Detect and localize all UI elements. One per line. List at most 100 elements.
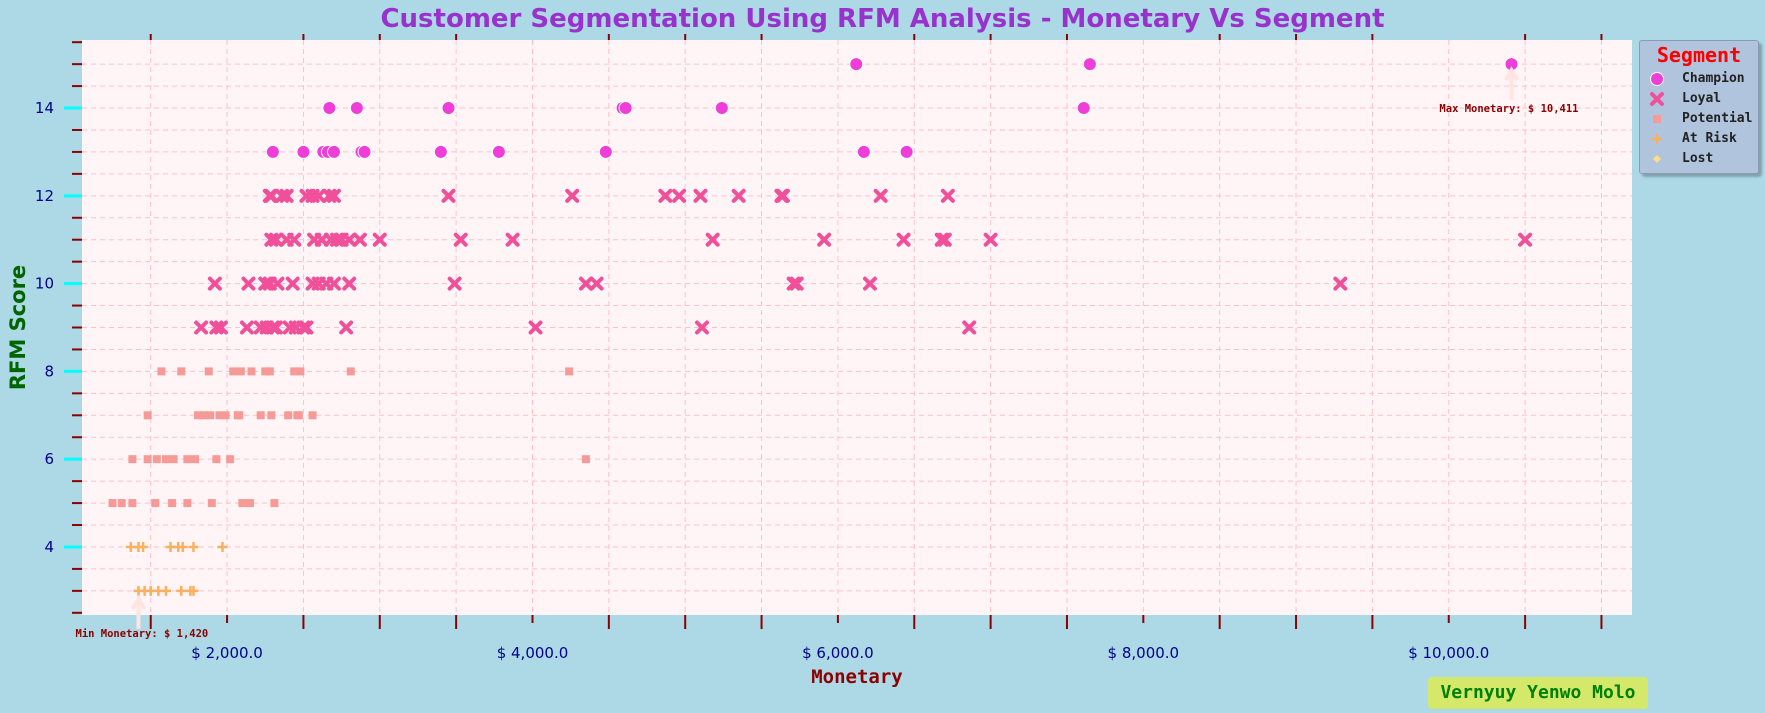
point-loyal	[279, 188, 294, 203]
y-tick-label: 6	[44, 450, 54, 468]
point-champion	[322, 101, 337, 116]
x-tick-label: $ 2,000.0	[191, 644, 263, 662]
legend-label: Loyal	[1682, 91, 1722, 106]
point-champion	[849, 57, 864, 72]
point-loyal	[296, 320, 311, 335]
legend-marker-shape	[1650, 72, 1664, 86]
point-at-risk	[188, 541, 199, 552]
point-potential	[128, 499, 137, 508]
point-potential	[267, 411, 276, 420]
point-potential	[108, 499, 117, 508]
point-loyal	[268, 232, 283, 247]
point-potential	[143, 455, 152, 464]
point-potential	[207, 499, 216, 508]
point-loyal	[287, 232, 302, 247]
point-potential	[235, 411, 244, 420]
author-watermark: Vernyuy Yenwo Molo	[1428, 677, 1648, 709]
y-tick-label: 4	[44, 538, 54, 556]
point-potential	[117, 499, 126, 508]
point-potential	[151, 499, 160, 508]
point-loyal	[453, 232, 468, 247]
point-loyal	[1333, 276, 1348, 291]
x-tick-label: $ 8,000.0	[1108, 644, 1180, 662]
y-axis-label: RFM Score	[6, 265, 30, 390]
point-potential	[238, 499, 247, 508]
point-champion	[296, 144, 311, 159]
point-potential	[161, 455, 170, 464]
y-tick-label: 8	[44, 362, 54, 380]
max-annotation-label: Max Monetary: $ 10,411	[1439, 103, 1578, 115]
point-loyal	[342, 276, 357, 291]
point-potential	[221, 411, 230, 420]
point-loyal	[705, 232, 720, 247]
point-champion	[714, 101, 729, 116]
point-potential	[247, 367, 256, 376]
point-potential	[152, 455, 161, 464]
point-champion	[899, 144, 914, 159]
point-at-risk	[138, 541, 149, 552]
point-champion	[618, 101, 633, 116]
point-champion	[326, 144, 341, 159]
legend-label: Champion	[1682, 71, 1745, 86]
point-champion	[349, 101, 364, 116]
point-potential	[229, 367, 238, 376]
x-axis-label: Monetary	[811, 666, 903, 688]
point-champion	[1082, 57, 1097, 72]
point-potential	[308, 411, 317, 420]
point-potential	[212, 455, 221, 464]
point-loyal	[1518, 232, 1533, 247]
point-loyal	[372, 232, 387, 247]
point-potential	[284, 411, 293, 420]
point-loyal	[578, 276, 593, 291]
legend-item-potential: Potential	[1648, 110, 1758, 128]
point-champion	[491, 144, 506, 159]
point-at-risk	[217, 541, 228, 552]
point-champion	[856, 144, 871, 159]
point-loyal	[241, 276, 256, 291]
point-loyal	[285, 276, 300, 291]
point-champion	[598, 144, 613, 159]
point-loyal	[441, 188, 456, 203]
point-loyal	[937, 232, 952, 247]
point-loyal	[213, 320, 228, 335]
point-loyal	[447, 276, 462, 291]
point-potential	[346, 367, 355, 376]
legend-item-loyal: Loyal	[1648, 90, 1758, 108]
point-champion	[441, 101, 456, 116]
legend-title: Segment	[1656, 43, 1742, 67]
data-points	[108, 57, 1533, 596]
point-potential	[183, 499, 192, 508]
max-annotation-arrow	[1503, 66, 1520, 101]
point-loyal	[693, 188, 708, 203]
chart-title: Customer Segmentation Using RFM Analysis…	[380, 4, 1385, 34]
legend: Segment Champion Loyal Potential At Risk Los…	[1639, 40, 1759, 174]
point-loyal	[565, 188, 580, 203]
point-loyal	[194, 320, 209, 335]
point-potential	[194, 411, 203, 420]
legend-marker-shape	[1652, 134, 1662, 144]
point-potential	[204, 367, 213, 376]
point-champion	[357, 144, 372, 159]
point-loyal	[962, 320, 977, 335]
legend-label: Potential	[1682, 111, 1753, 126]
axes: $ 2,000.0 $ 4,000.0 $ 6,000.0 $ 8,000.0 $ 10…	[35, 34, 1603, 662]
point-at-risk	[177, 541, 188, 552]
point-loyal	[731, 188, 746, 203]
point-potential	[290, 367, 299, 376]
point-potential	[215, 411, 224, 420]
point-potential	[294, 411, 303, 420]
point-loyal	[326, 188, 341, 203]
point-potential	[581, 455, 590, 464]
point-potential	[128, 455, 137, 464]
point-loyal	[342, 232, 357, 247]
legend-marker-shape	[1653, 115, 1661, 123]
point-loyal	[270, 276, 285, 291]
point-potential	[183, 455, 192, 464]
point-champion	[265, 144, 280, 159]
point-loyal	[589, 276, 604, 291]
y-tick-label: 10	[35, 275, 54, 293]
point-potential	[200, 411, 209, 420]
legend-marker-potential	[1653, 115, 1661, 123]
legend-marker-shape	[1653, 155, 1661, 163]
point-loyal	[775, 188, 790, 203]
